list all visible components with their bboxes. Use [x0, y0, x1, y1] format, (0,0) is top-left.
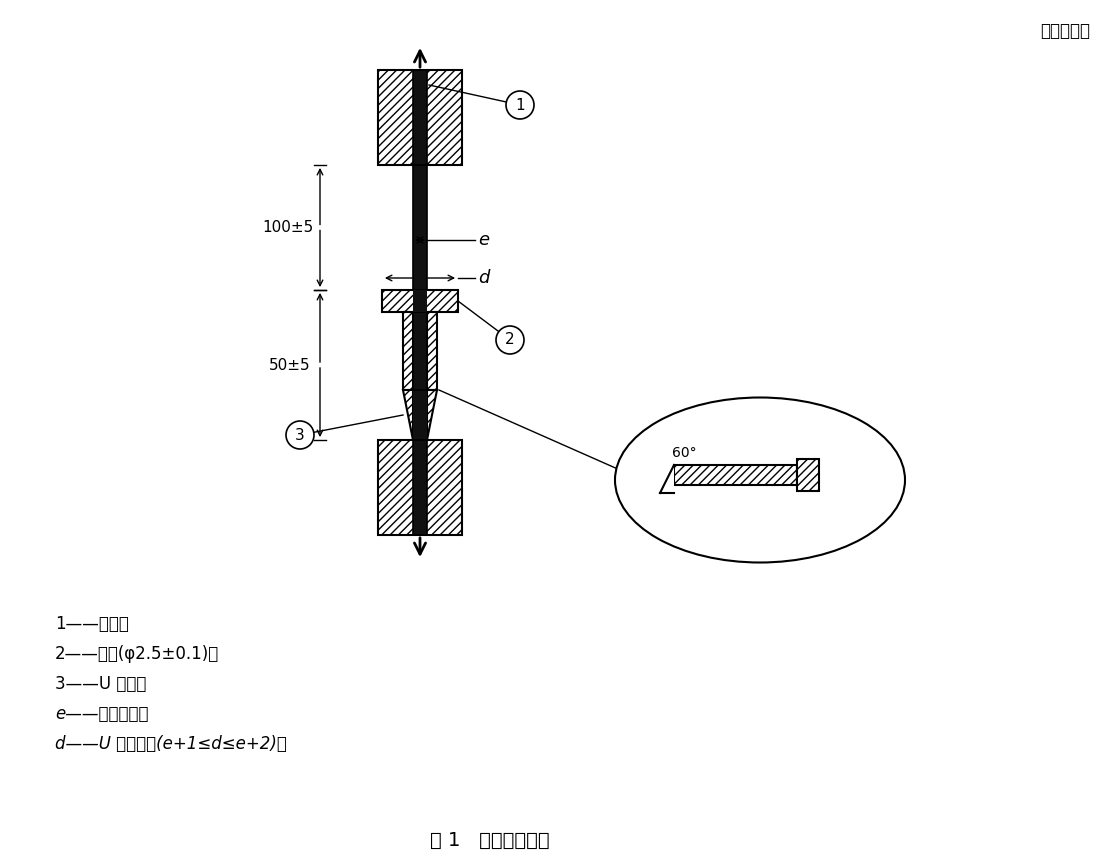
- Polygon shape: [427, 390, 437, 440]
- Bar: [413, 390, 427, 440]
- Bar: [413, 312, 427, 390]
- Text: e——样品厚度；: e——样品厚度；: [55, 705, 149, 723]
- Text: d: d: [479, 269, 490, 287]
- Text: 3——U 型头；: 3——U 型头；: [55, 675, 146, 693]
- Circle shape: [496, 326, 524, 354]
- Bar: [382, 290, 458, 312]
- Text: 50±5: 50±5: [269, 357, 311, 373]
- Text: 单位为毫米: 单位为毫米: [1040, 22, 1090, 40]
- Text: 1: 1: [515, 97, 524, 113]
- Bar: [413, 440, 427, 535]
- Text: 图 1   钉杆撕裂试验: 图 1 钉杆撕裂试验: [430, 831, 550, 850]
- Bar: [413, 290, 427, 312]
- Text: 1——夹具；: 1——夹具；: [55, 615, 129, 633]
- Circle shape: [506, 91, 534, 119]
- Bar: [427, 312, 437, 390]
- Polygon shape: [660, 465, 674, 493]
- Text: 100±5: 100±5: [263, 220, 314, 235]
- Polygon shape: [402, 390, 413, 440]
- Text: 2: 2: [505, 333, 514, 348]
- Bar: [797, 459, 819, 491]
- Bar: [402, 312, 413, 390]
- Bar: [378, 440, 462, 535]
- Text: 60°: 60°: [672, 446, 697, 460]
- Text: 2——钉杆(φ2.5±0.1)；: 2——钉杆(φ2.5±0.1)；: [55, 645, 219, 663]
- Bar: [413, 70, 427, 165]
- Circle shape: [286, 421, 314, 449]
- Text: 3: 3: [295, 427, 305, 442]
- Bar: [413, 165, 427, 290]
- Bar: [413, 165, 427, 290]
- Bar: [378, 70, 462, 165]
- Bar: [674, 465, 797, 485]
- Text: d——U 型头间隙(e+1≤d≤e+2)。: d——U 型头间隙(e+1≤d≤e+2)。: [55, 735, 287, 753]
- Text: e: e: [479, 231, 490, 249]
- Ellipse shape: [615, 397, 904, 563]
- Bar: [413, 70, 427, 165]
- Bar: [413, 440, 427, 535]
- Bar: [413, 312, 427, 390]
